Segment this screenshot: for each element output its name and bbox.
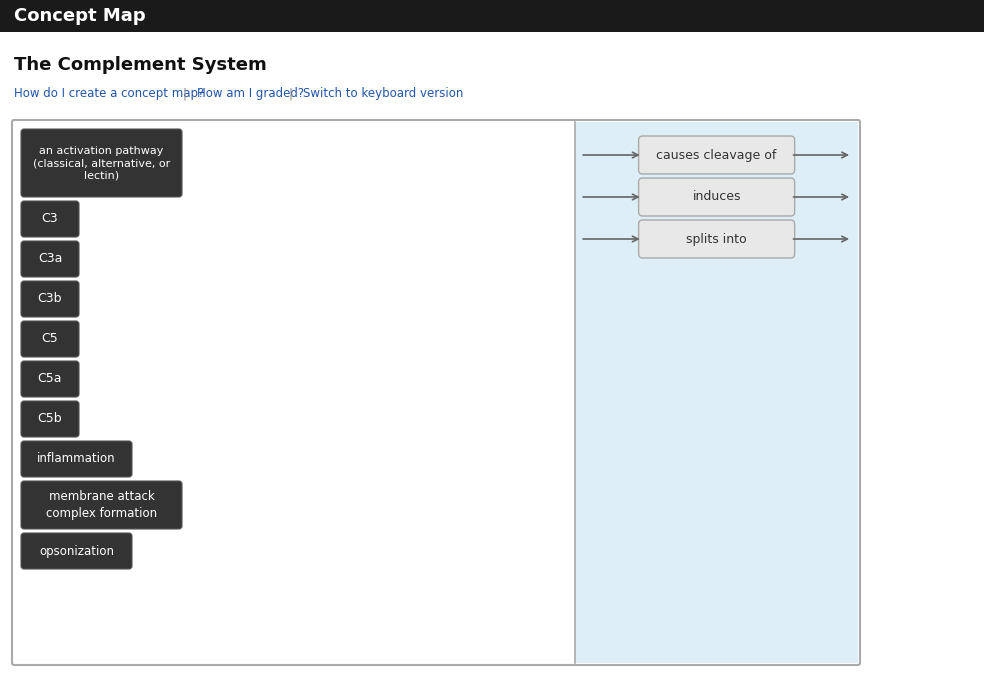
Text: C3b: C3b — [37, 292, 62, 306]
FancyBboxPatch shape — [21, 441, 132, 477]
Text: Concept Map: Concept Map — [14, 7, 146, 25]
FancyBboxPatch shape — [21, 321, 79, 357]
Text: C5b: C5b — [37, 412, 62, 426]
FancyBboxPatch shape — [21, 129, 182, 197]
Text: splits into: splits into — [686, 232, 747, 245]
FancyBboxPatch shape — [21, 401, 79, 437]
FancyBboxPatch shape — [0, 0, 984, 32]
Text: an activation pathway
(classical, alternative, or
lectin): an activation pathway (classical, altern… — [32, 146, 170, 180]
Text: Switch to keyboard version: Switch to keyboard version — [303, 87, 463, 100]
Text: C3a: C3a — [37, 252, 62, 265]
Text: C3: C3 — [41, 213, 58, 225]
FancyBboxPatch shape — [21, 481, 182, 529]
FancyBboxPatch shape — [639, 220, 795, 258]
Text: inflammation: inflammation — [37, 453, 116, 466]
Text: The Complement System: The Complement System — [14, 56, 267, 74]
FancyBboxPatch shape — [576, 122, 858, 663]
Text: causes cleavage of: causes cleavage of — [656, 148, 776, 161]
Text: |: | — [289, 87, 293, 100]
FancyBboxPatch shape — [639, 178, 795, 216]
FancyBboxPatch shape — [21, 533, 132, 569]
FancyBboxPatch shape — [21, 241, 79, 277]
FancyBboxPatch shape — [21, 281, 79, 317]
FancyBboxPatch shape — [21, 361, 79, 397]
Text: C5: C5 — [41, 333, 58, 346]
FancyBboxPatch shape — [639, 136, 795, 174]
Text: How do I create a concept map?: How do I create a concept map? — [14, 87, 205, 100]
Text: How am I graded?: How am I graded? — [197, 87, 304, 100]
Text: membrane attack
complex formation: membrane attack complex formation — [46, 491, 157, 520]
Text: induces: induces — [693, 191, 741, 204]
Text: opsonization: opsonization — [39, 545, 114, 557]
Text: C5a: C5a — [37, 373, 62, 385]
FancyBboxPatch shape — [21, 201, 79, 237]
Text: |: | — [183, 87, 187, 100]
